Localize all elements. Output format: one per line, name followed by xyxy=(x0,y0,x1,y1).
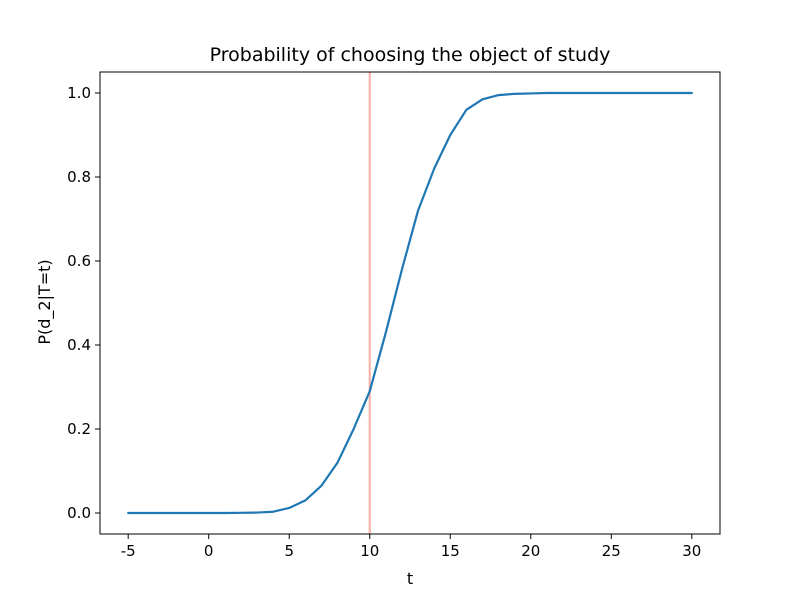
y-tick-label: 0.8 xyxy=(67,168,91,186)
x-tick-label: 30 xyxy=(682,542,701,560)
y-tick-label: 0.0 xyxy=(67,504,91,522)
axes-frame xyxy=(99,71,721,535)
y-axis-label: P(d_2|T=t) xyxy=(35,259,55,344)
x-tick-label: 10 xyxy=(360,542,379,560)
plot-content xyxy=(127,72,693,534)
y-tick-label: 0.6 xyxy=(67,252,91,270)
x-tick-label: 25 xyxy=(602,542,621,560)
y-tick-label: 0.4 xyxy=(67,336,91,354)
x-tick-label: 0 xyxy=(204,542,214,560)
x-tick-label: 5 xyxy=(284,542,294,560)
y-tick-label: 0.2 xyxy=(67,420,91,438)
x-axis-label: t xyxy=(407,569,413,588)
series-line-0 xyxy=(127,91,693,515)
axes: -5 0 5 10 15 20 25 30 0.0 0.2 0.4 0.6 0.8 1.0 xyxy=(67,71,721,560)
chart-title: Probability of choosing the object of st… xyxy=(210,44,611,66)
y-tick-label: 1.0 xyxy=(67,84,91,102)
plot-area xyxy=(127,72,693,534)
x-tick-label: -5 xyxy=(121,542,136,560)
x-tick-label: 20 xyxy=(521,542,540,560)
x-tick-label: 15 xyxy=(441,542,460,560)
